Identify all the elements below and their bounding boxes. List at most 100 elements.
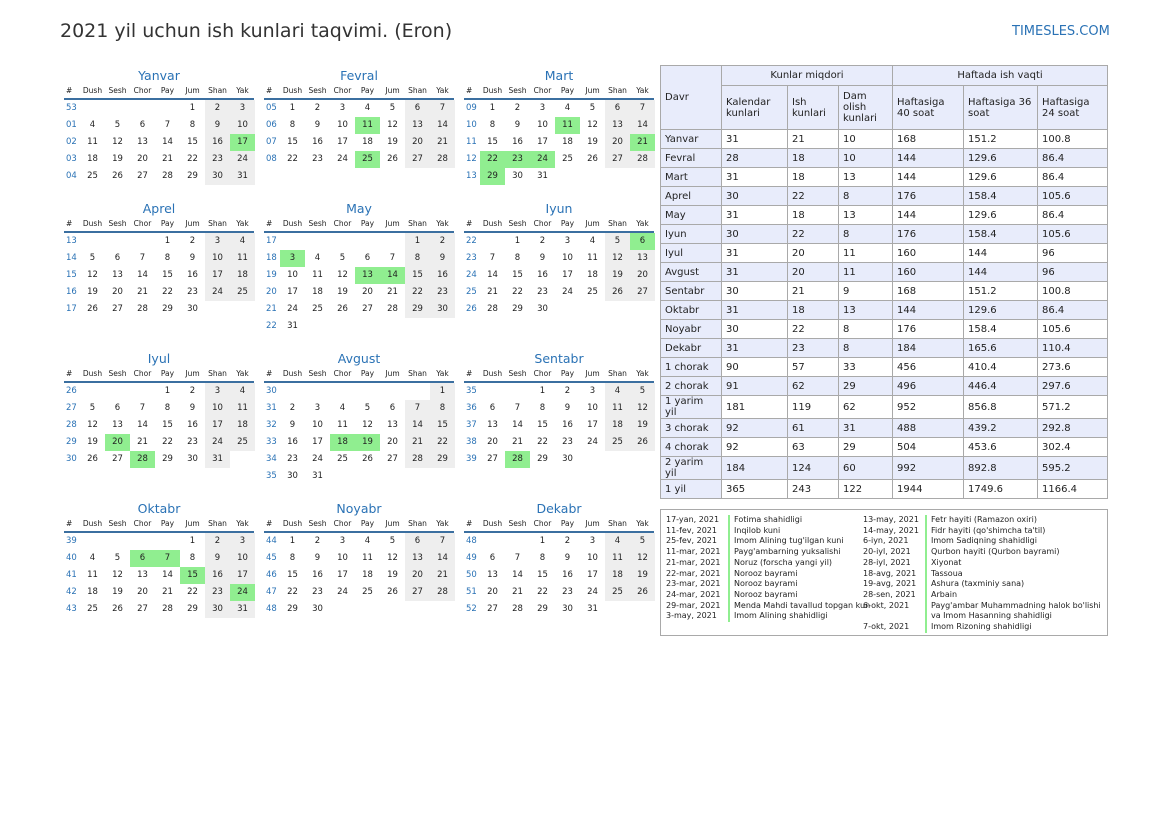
day-cell: 15 xyxy=(187,137,198,147)
weekday-header: # Dush Sesh Chor Pay Jum Shan Yak xyxy=(264,367,454,383)
day-cell: 23 xyxy=(205,584,230,601)
day-cell: 12 xyxy=(362,420,373,430)
day-cell: 10 xyxy=(287,270,298,280)
month-name: Dekabr xyxy=(536,501,582,516)
week-number: 06 xyxy=(266,120,277,130)
day-cell xyxy=(630,168,655,185)
day-cell: 7 xyxy=(389,253,396,263)
day-cell: 1 xyxy=(289,103,296,113)
header-period: Davr xyxy=(660,65,722,130)
day-cell: 16 xyxy=(205,134,230,151)
value-cell: 18 xyxy=(787,148,839,168)
day-cell: 29 xyxy=(537,454,548,464)
day-cell: 23 xyxy=(205,151,230,168)
value-cell: 292.8 xyxy=(1037,418,1108,438)
day-cell: 20 xyxy=(487,587,498,597)
day-cell: 18 xyxy=(87,587,98,597)
day-cell: 11 xyxy=(337,420,348,430)
weekday-label: Yak xyxy=(236,369,249,378)
holiday-item: 18-avg, 2021 Tassoua xyxy=(863,568,1101,580)
weekday-label: Jum xyxy=(585,519,600,528)
weekday-label: Chor xyxy=(333,369,352,378)
day-cell: 29 xyxy=(162,454,173,464)
site-link[interactable]: TIMESLES.COM xyxy=(1012,24,1110,39)
day-cell: 31 xyxy=(230,168,255,185)
weekday-label: Shan xyxy=(608,219,627,228)
value-cell: 144 xyxy=(892,167,964,187)
period-cell: 1 yil xyxy=(660,479,722,499)
weekday-label: Shan xyxy=(608,86,627,95)
week-row: 42 18 19 20 21 22 23 24 xyxy=(64,584,255,601)
day-cell: 16 xyxy=(312,137,323,147)
holiday-date: 20-iyl, 2021 xyxy=(863,547,911,557)
week-row: 26 1 2 3 4 xyxy=(64,383,255,400)
holiday-item: 28-iyl, 2021 Xiyonat xyxy=(863,557,1101,569)
day-cell: 21 xyxy=(137,437,148,447)
summary-row: Yanvar 31 21 10 168 151.2 100.8 xyxy=(660,129,1108,149)
weekday-label: Jum xyxy=(185,369,200,378)
day-cell: 27 xyxy=(112,454,123,464)
day-cell: 4 xyxy=(314,253,321,263)
weekday-label: Sesh xyxy=(308,219,327,228)
value-cell: 22 xyxy=(787,186,839,206)
holiday-date: 21-mar, 2021 xyxy=(666,557,721,567)
day-cell: 31 xyxy=(230,601,255,618)
value-cell: 29 xyxy=(838,376,893,396)
day-cell xyxy=(80,233,105,250)
value-cell: 105.6 xyxy=(1037,319,1108,339)
day-cell: 5 xyxy=(114,553,121,563)
day-cell: 31 xyxy=(537,171,548,181)
day-cell: 15 xyxy=(430,417,455,434)
day-cell: 7 xyxy=(139,253,146,263)
day-cell: 26 xyxy=(337,304,348,314)
day-cell: 14 xyxy=(162,137,173,147)
day-cell: 28 xyxy=(387,304,398,314)
month-fevral: Fevral # Dush Sesh Chor Pay Jum Shan Yak 05 1 2 3 4 5 6… xyxy=(264,67,455,168)
value-cell: 176 xyxy=(892,319,964,339)
day-cell: 1 xyxy=(539,386,546,396)
holiday-name: Tassoua xyxy=(925,568,963,580)
day-cell: 18 xyxy=(587,270,598,280)
value-cell: 96 xyxy=(1037,243,1108,263)
week-row: 22 1 2 3 4 5 6 xyxy=(464,233,655,250)
day-cell: 5 xyxy=(89,253,96,263)
day-cell: 29 xyxy=(287,604,298,614)
day-cell: 14 xyxy=(512,570,523,580)
day-cell: 26 xyxy=(630,584,655,601)
day-cell: 13 xyxy=(405,550,430,567)
weekday-label: Dush xyxy=(82,86,103,95)
day-cell xyxy=(305,318,330,335)
weekday-label: Sesh xyxy=(508,519,527,528)
value-cell: 62 xyxy=(838,395,893,419)
value-cell: 144 xyxy=(892,205,964,225)
value-cell: 21 xyxy=(787,281,839,301)
day-cell: 13 xyxy=(355,267,380,284)
week-row: 10 8 9 10 11 12 13 14 xyxy=(464,117,655,134)
holiday-date: 29-mar, 2021 xyxy=(666,600,721,610)
day-cell: 20 xyxy=(112,287,123,297)
weekday-label: Jum xyxy=(185,86,200,95)
day-cell: 24 xyxy=(337,587,348,597)
day-cell: 1 xyxy=(430,383,455,400)
day-cell: 28 xyxy=(430,151,455,168)
page-title: 2021 yil uchun ish kunlari taqvimi. (Ero… xyxy=(60,20,453,42)
day-cell: 5 xyxy=(630,533,655,550)
day-cell: 9 xyxy=(564,553,571,563)
summary-row: 1 chorak 90 57 33 456 410.4 273.6 xyxy=(660,357,1108,377)
value-cell: 410.4 xyxy=(963,357,1038,377)
day-cell: 19 xyxy=(387,570,398,580)
day-cell: 31 xyxy=(587,604,598,614)
day-cell: 16 xyxy=(562,570,573,580)
period-cell: Noyabr xyxy=(660,319,722,339)
day-cell: 10 xyxy=(230,117,255,134)
day-cell: 7 xyxy=(139,403,146,413)
day-cell: 19 xyxy=(337,287,348,297)
value-cell: 9 xyxy=(838,281,893,301)
month-sentabr: Sentabr # Dush Sesh Chor Pay Jum Shan Yak 35 1 2 3 4 5… xyxy=(464,350,655,468)
day-cell: 8 xyxy=(164,403,171,413)
week-number-header: # xyxy=(466,219,473,228)
day-cell: 3 xyxy=(230,100,255,117)
period-cell: 3 chorak xyxy=(660,418,722,438)
weekday-label: Jum xyxy=(385,369,400,378)
value-cell: 165.6 xyxy=(963,338,1038,358)
